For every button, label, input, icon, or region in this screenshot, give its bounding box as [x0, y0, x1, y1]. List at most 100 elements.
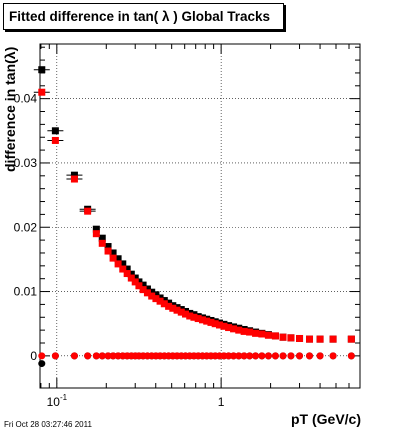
- x-tick-label: 10-1: [47, 393, 68, 409]
- data-point-circle: [296, 352, 304, 360]
- y-tick-label: 0.03: [14, 156, 38, 170]
- data-point-circle: [306, 352, 314, 360]
- data-point-square: [98, 239, 106, 247]
- data-point-square: [152, 291, 160, 299]
- data-point-square: [160, 300, 168, 308]
- timestamp: Fri Oct 28 03:27:46 2011: [4, 420, 92, 429]
- data-point-circle: [84, 352, 92, 360]
- data-point-circle: [51, 352, 59, 360]
- data-point-square: [225, 324, 233, 332]
- data-point-circle: [258, 352, 266, 360]
- data-point-circle: [246, 352, 254, 360]
- x-axis-label: pT (GeV/c): [291, 411, 362, 427]
- data-point-square: [127, 274, 135, 282]
- data-point-square: [152, 295, 160, 303]
- data-point-square: [230, 325, 238, 333]
- data-point-square: [70, 175, 78, 183]
- data-point-circle: [98, 352, 106, 360]
- data-point-square: [316, 335, 324, 343]
- data-point-square: [143, 289, 151, 297]
- data-point-square: [135, 282, 143, 290]
- y-tick-label: 0.02: [14, 220, 38, 234]
- data-point-square: [139, 286, 147, 294]
- data-point-square: [51, 136, 59, 144]
- data-point-square: [186, 312, 194, 320]
- data-point-square: [306, 335, 314, 343]
- data-point-square: [211, 320, 219, 328]
- data-point-square: [177, 308, 185, 316]
- data-point-square: [148, 288, 156, 296]
- data-point-square: [279, 333, 287, 341]
- data-point-square: [258, 330, 266, 338]
- data-point-square: [139, 281, 147, 289]
- data-point-square: [51, 127, 59, 135]
- data-point-circle: [230, 352, 238, 360]
- data-point-square: [198, 316, 206, 324]
- data-point-square: [215, 321, 223, 329]
- data-point-square: [296, 334, 304, 342]
- data-point-square: [135, 278, 143, 286]
- data-point-square: [194, 315, 202, 323]
- data-point-square: [143, 285, 151, 293]
- data-point-square: [123, 265, 131, 273]
- data-point-square: [109, 249, 117, 257]
- data-point-circle: [287, 352, 295, 360]
- data-point-circle: [104, 352, 112, 360]
- data-point-square: [240, 327, 248, 335]
- data-point-square: [84, 207, 92, 215]
- data-point-square: [92, 225, 100, 233]
- data-point-square: [207, 318, 215, 326]
- data-point-circle: [271, 352, 279, 360]
- data-point-square: [264, 331, 272, 339]
- data-point-square: [98, 234, 106, 242]
- data-point-square: [235, 326, 243, 334]
- data-point-circle: [225, 352, 233, 360]
- data-point-square: [271, 332, 279, 340]
- data-point-circle: [279, 352, 287, 360]
- plot-frame: [39, 43, 361, 389]
- data-point-square: [114, 255, 122, 263]
- data-point-square: [38, 66, 46, 74]
- data-point-square: [131, 278, 139, 286]
- data-point-square: [165, 302, 173, 310]
- data-point-square: [287, 334, 295, 342]
- y-tick-label: 0: [30, 349, 37, 363]
- data-point-square: [38, 88, 46, 96]
- y-tick-label: 0.04: [14, 92, 38, 106]
- data-point-circle: [38, 360, 46, 368]
- data-point-circle: [252, 352, 260, 360]
- data-point-square: [148, 292, 156, 300]
- data-point-square: [329, 335, 337, 343]
- data-point-square: [104, 247, 112, 255]
- data-point-circle: [316, 352, 324, 360]
- data-point-square: [131, 274, 139, 282]
- data-point-circle: [240, 352, 248, 360]
- data-point-square: [252, 329, 260, 337]
- data-point-square: [220, 322, 228, 330]
- data-point-square: [246, 328, 254, 336]
- data-point-square: [104, 243, 112, 251]
- data-point-square: [70, 171, 78, 179]
- data-point-square: [203, 317, 211, 325]
- data-point-circle: [329, 352, 337, 360]
- data-point-circle: [70, 352, 78, 360]
- data-point-circle: [109, 352, 117, 360]
- data-point-square: [109, 254, 117, 262]
- data-point-square: [156, 297, 164, 305]
- axes: 0 0.01 0.02 0.03 0.04 10-1 1: [14, 44, 361, 409]
- data-point-circle: [264, 352, 272, 360]
- data-point-circle: [235, 352, 243, 360]
- data-point-square: [119, 260, 127, 268]
- chart-title: Fitted difference in tan( λ ) Global Tra…: [3, 3, 284, 30]
- data-point-square: [114, 260, 122, 268]
- data-point-square: [190, 313, 198, 321]
- y-axis-label: difference in tan(λ): [2, 46, 18, 172]
- data-point-square: [173, 306, 181, 314]
- x-tick-label: 1: [218, 395, 225, 409]
- data-point-square: [119, 265, 127, 273]
- data-point-square: [92, 230, 100, 238]
- data-point-square: [123, 270, 131, 278]
- data-point-square: [127, 270, 135, 278]
- data-marks: [33, 66, 355, 368]
